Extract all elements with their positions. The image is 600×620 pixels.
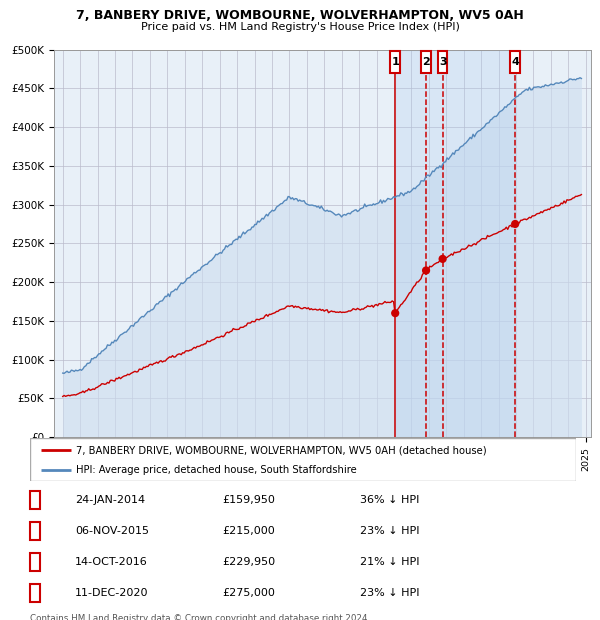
Text: £275,000: £275,000 (222, 588, 275, 598)
Bar (391, 51, 400, 73)
Text: 24-JAN-2014: 24-JAN-2014 (75, 495, 145, 505)
Text: £159,950: £159,950 (222, 495, 275, 505)
Bar (511, 51, 520, 73)
Text: £215,000: £215,000 (222, 526, 275, 536)
Text: 2: 2 (31, 526, 39, 536)
Text: 36% ↓ HPI: 36% ↓ HPI (360, 495, 419, 505)
Text: 21% ↓ HPI: 21% ↓ HPI (360, 557, 419, 567)
Text: 3: 3 (439, 57, 446, 67)
Text: Price paid vs. HM Land Registry's House Price Index (HPI): Price paid vs. HM Land Registry's House … (140, 22, 460, 32)
Text: 11-DEC-2020: 11-DEC-2020 (75, 588, 149, 598)
Point (511, 219, 520, 229)
Point (391, 308, 400, 318)
Text: 14-OCT-2016: 14-OCT-2016 (75, 557, 148, 567)
Text: 06-NOV-2015: 06-NOV-2015 (75, 526, 149, 536)
Point (421, 265, 431, 275)
Text: 1: 1 (31, 495, 39, 505)
Bar (421, 51, 431, 73)
Point (438, 254, 448, 264)
Text: £229,950: £229,950 (222, 557, 275, 567)
Bar (395, 50, 515, 437)
Bar (438, 51, 448, 73)
Text: 23% ↓ HPI: 23% ↓ HPI (360, 526, 419, 536)
Text: 7, BANBERY DRIVE, WOMBOURNE, WOLVERHAMPTON, WV5 0AH (detached house): 7, BANBERY DRIVE, WOMBOURNE, WOLVERHAMPT… (76, 445, 487, 455)
Text: 4: 4 (31, 588, 39, 598)
Text: 23% ↓ HPI: 23% ↓ HPI (360, 588, 419, 598)
Text: HPI: Average price, detached house, South Staffordshire: HPI: Average price, detached house, Sout… (76, 464, 357, 474)
Text: 4: 4 (511, 57, 519, 67)
Text: 2: 2 (422, 57, 430, 67)
Text: 1: 1 (391, 57, 399, 67)
Text: Contains HM Land Registry data © Crown copyright and database right 2024.
This d: Contains HM Land Registry data © Crown c… (30, 614, 370, 620)
Text: 3: 3 (31, 557, 39, 567)
Text: 7, BANBERY DRIVE, WOMBOURNE, WOLVERHAMPTON, WV5 0AH: 7, BANBERY DRIVE, WOMBOURNE, WOLVERHAMPT… (76, 9, 524, 22)
